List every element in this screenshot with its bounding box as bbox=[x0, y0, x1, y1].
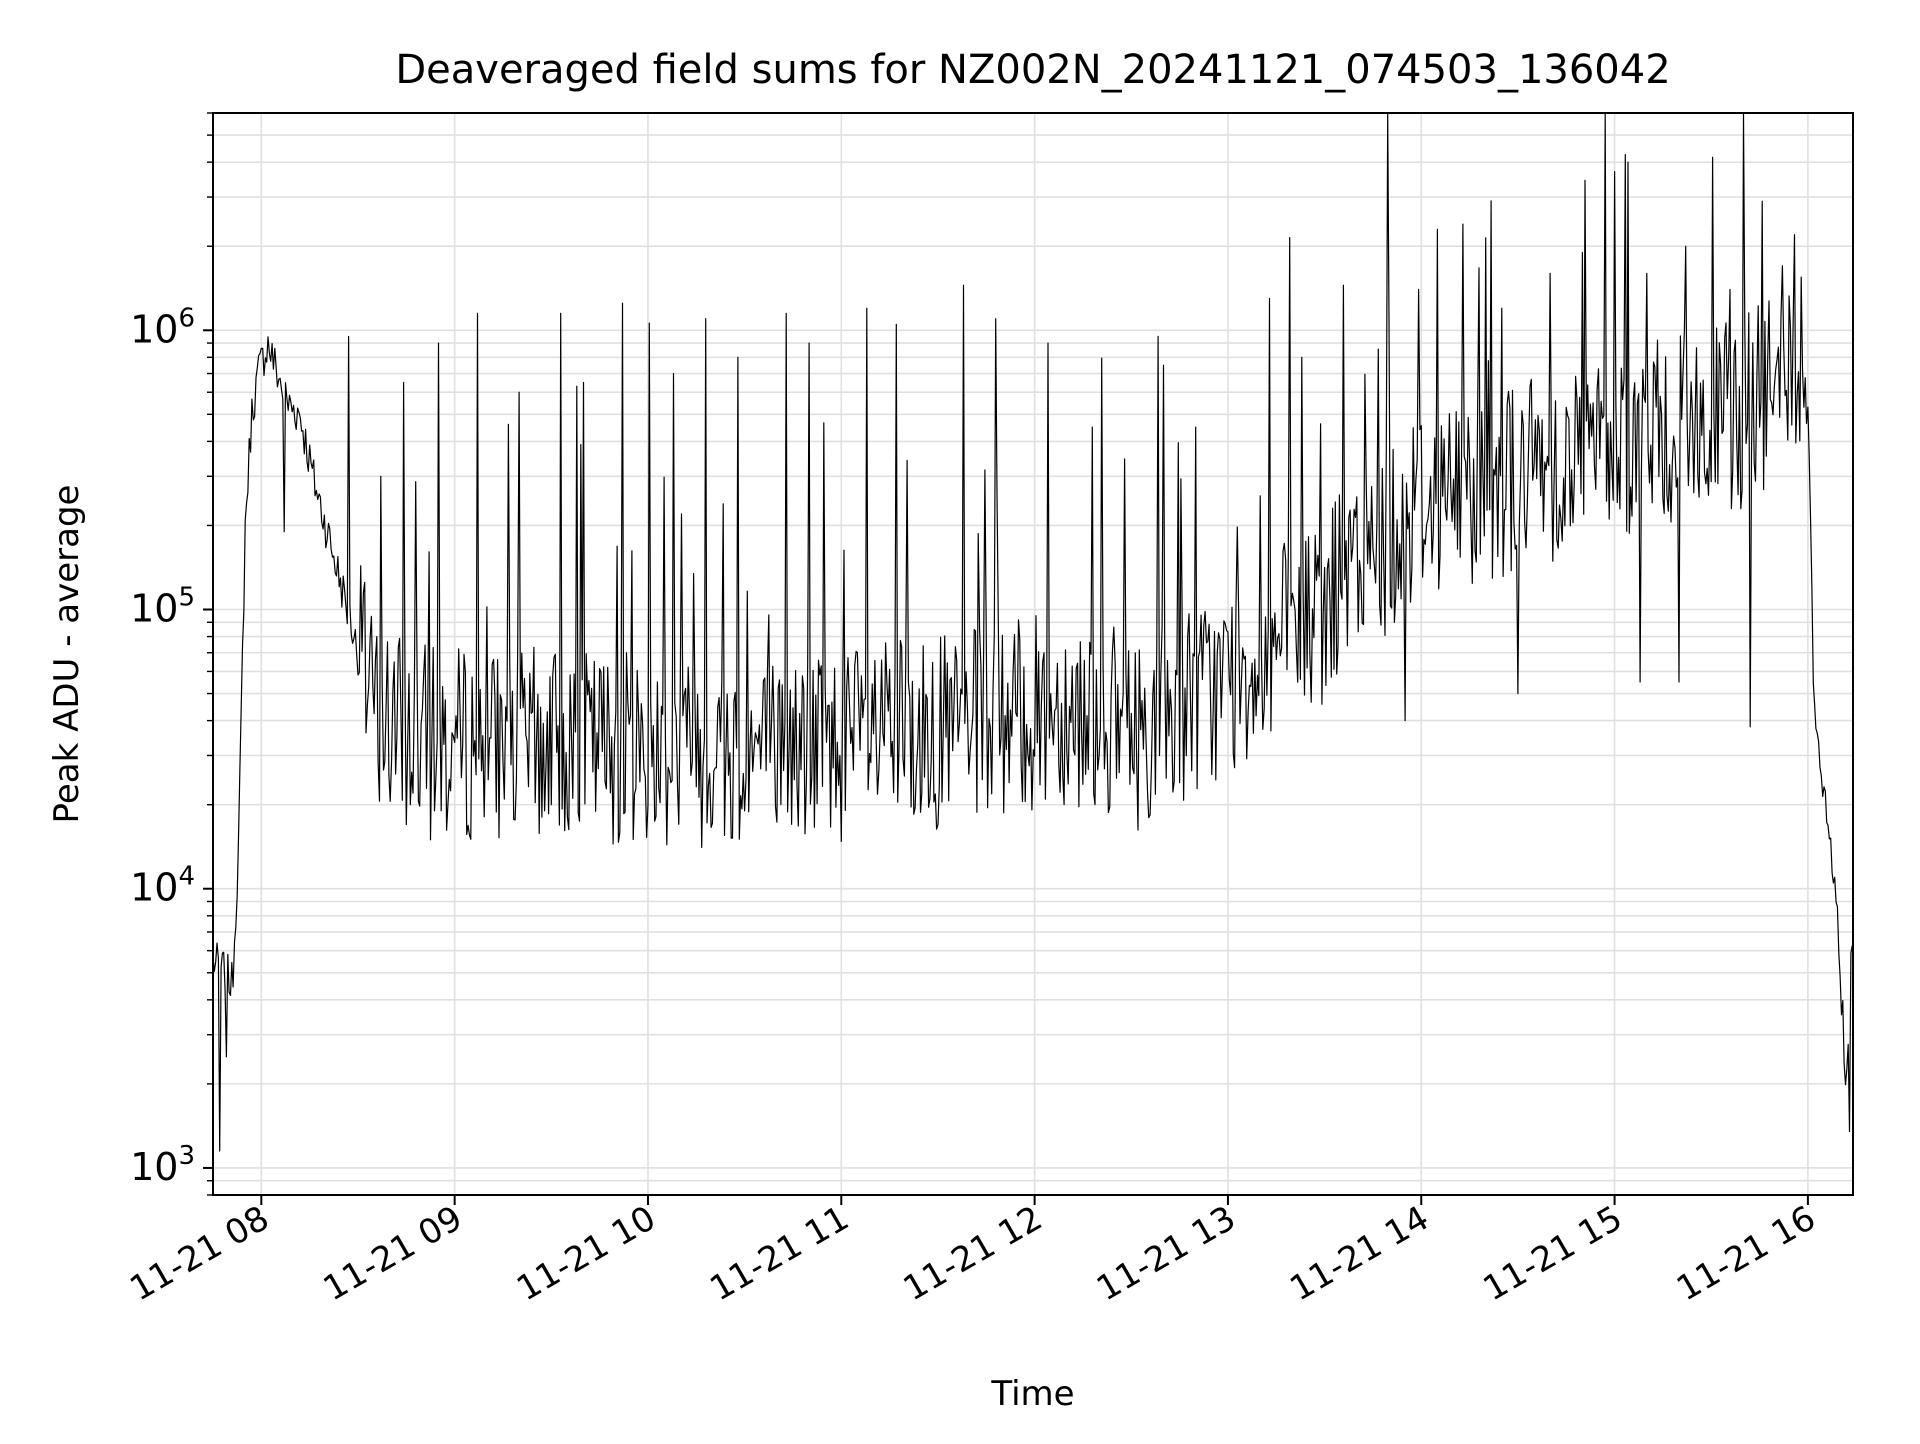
data-series-line bbox=[212, 112, 1853, 1152]
data-line-layer bbox=[212, 112, 1853, 1152]
y-axis-label: Peak ADU - average bbox=[47, 485, 87, 824]
x-tick-label: 11-21 11 bbox=[703, 1198, 855, 1309]
x-tick-label: 11-21 08 bbox=[123, 1198, 275, 1309]
plot-frame bbox=[212, 112, 1854, 1196]
x-tick-label: 11-21 15 bbox=[1477, 1198, 1629, 1309]
y-tick-label: 106 bbox=[130, 303, 195, 351]
x-tick-label: 11-21 12 bbox=[897, 1198, 1049, 1309]
y-tick-label: 105 bbox=[130, 582, 195, 630]
chart-title: Deaveraged field sums for NZ002N_2024112… bbox=[395, 47, 1670, 93]
x-tick-label: 11-21 13 bbox=[1090, 1198, 1242, 1309]
x-axis-label: Time bbox=[990, 1374, 1074, 1414]
x-tick-label: 11-21 10 bbox=[510, 1198, 662, 1309]
x-tick-label: 11-21 16 bbox=[1670, 1198, 1822, 1309]
grid-layer bbox=[213, 112, 1853, 1196]
x-tick-label: 11-21 14 bbox=[1283, 1198, 1435, 1309]
y-tick-label: 103 bbox=[130, 1141, 195, 1189]
x-tick-label: 11-21 09 bbox=[317, 1198, 469, 1309]
y-tick-label: 104 bbox=[130, 862, 195, 910]
